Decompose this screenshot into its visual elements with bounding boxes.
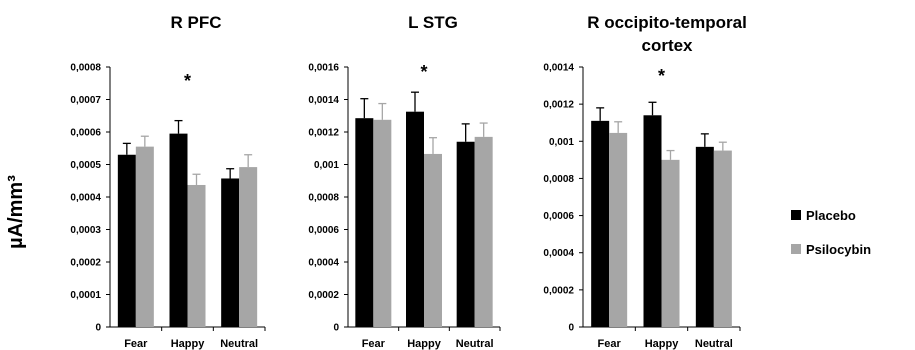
y-tick-label: 0,0002 xyxy=(70,258,101,269)
y-tick-label: 0,0002 xyxy=(543,285,574,296)
chart-title: L STG xyxy=(408,13,458,32)
bar-psilocybin-fear xyxy=(373,119,392,327)
bar-placebo-happy xyxy=(643,115,662,328)
legend-swatch-placebo xyxy=(791,210,801,220)
x-category-label: Fear xyxy=(598,338,622,350)
bar-psilocybin-neutral xyxy=(239,167,258,327)
bar-psilocybin-happy xyxy=(187,184,206,327)
y-tick-label: 0,0002 xyxy=(308,290,339,301)
legend-swatch-psilocybin xyxy=(791,244,801,254)
y-tick-label: 0,0006 xyxy=(308,225,339,236)
bar-placebo-neutral xyxy=(456,141,475,327)
y-tick-label: 0,0008 xyxy=(70,63,101,74)
legend-label-placebo: Placebo xyxy=(806,208,856,223)
bar-psilocybin-neutral xyxy=(474,136,493,327)
bar-placebo-fear xyxy=(117,154,136,327)
legend: Placebo Psilocybin xyxy=(791,208,871,257)
significance-marker: * xyxy=(184,71,191,91)
y-tick-label: 0,0005 xyxy=(70,160,101,171)
chart-panel-1: R PFC 0 0,0001 0,0002 0,0003 0,0004 0,0005 0,00… xyxy=(70,13,266,350)
bar-psilocybin-fear xyxy=(135,146,154,327)
chart-panel-2: L STG 0 0,0002 0,0004 0,0006 0,0008 0,001 0,001… xyxy=(308,13,501,350)
x-category-label: Fear xyxy=(362,338,386,350)
y-axis-label: µA/mm³ xyxy=(5,175,27,249)
significance-marker: * xyxy=(658,66,665,86)
x-category-label: Happy xyxy=(645,338,680,350)
x-category-label: Neutral xyxy=(695,338,733,350)
bar-placebo-happy xyxy=(169,133,188,327)
y-tick-label: 0,0008 xyxy=(308,193,339,204)
y-tick-label: 0 xyxy=(95,323,101,334)
chart-title: cortex xyxy=(641,36,693,55)
y-tick-label: 0,0016 xyxy=(308,63,339,74)
chart-title: R PFC xyxy=(171,13,222,32)
y-tick-label: 0,0014 xyxy=(308,95,339,106)
y-tick-label: 0,0014 xyxy=(543,63,574,74)
bar-placebo-neutral xyxy=(221,178,240,327)
x-category-label: Fear xyxy=(124,338,148,350)
bar-psilocybin-fear xyxy=(609,132,628,327)
y-tick-label: 0,0004 xyxy=(543,248,574,259)
x-category-label: Neutral xyxy=(456,338,494,350)
y-tick-label: 0,001 xyxy=(549,137,574,148)
y-tick-label: 0,0004 xyxy=(70,193,101,204)
y-tick-label: 0,0006 xyxy=(543,211,574,222)
y-tick-label: 0,001 xyxy=(314,160,339,171)
bar-psilocybin-happy xyxy=(424,153,442,327)
chart-panel-3: R occipito-temporal cortex 0 0,0002 0,0004 0,… xyxy=(543,13,746,350)
bar-psilocybin-neutral xyxy=(713,150,732,327)
y-tick-label: 0,0003 xyxy=(70,225,101,236)
bar-placebo-neutral xyxy=(695,146,714,327)
bar-placebo-fear xyxy=(591,120,610,327)
y-tick-label: 0,0008 xyxy=(543,174,574,185)
y-tick-label: 0,0004 xyxy=(308,258,339,269)
y-tick-label: 0,0012 xyxy=(308,128,339,139)
bar-psilocybin-happy xyxy=(661,159,680,327)
y-tick-label: 0,0007 xyxy=(70,95,101,106)
x-category-label: Happy xyxy=(407,338,442,350)
y-tick-label: 0,0006 xyxy=(70,128,101,139)
y-tick-label: 0 xyxy=(568,323,574,334)
bar-placebo-happy xyxy=(406,111,424,327)
bar-placebo-fear xyxy=(355,118,374,327)
y-tick-label: 0 xyxy=(333,323,339,334)
y-tick-label: 0,0012 xyxy=(543,100,574,111)
chart-title: R occipito-temporal xyxy=(587,13,747,32)
y-tick-label: 0,0001 xyxy=(70,290,101,301)
significance-marker: * xyxy=(420,62,427,82)
legend-label-psilocybin: Psilocybin xyxy=(806,242,871,257)
chart-panels: R PFC 0 0,0001 0,0002 0,0003 0,0004 0,0005 0,00… xyxy=(70,13,746,350)
x-category-label: Happy xyxy=(171,338,206,350)
x-category-label: Neutral xyxy=(220,338,258,350)
